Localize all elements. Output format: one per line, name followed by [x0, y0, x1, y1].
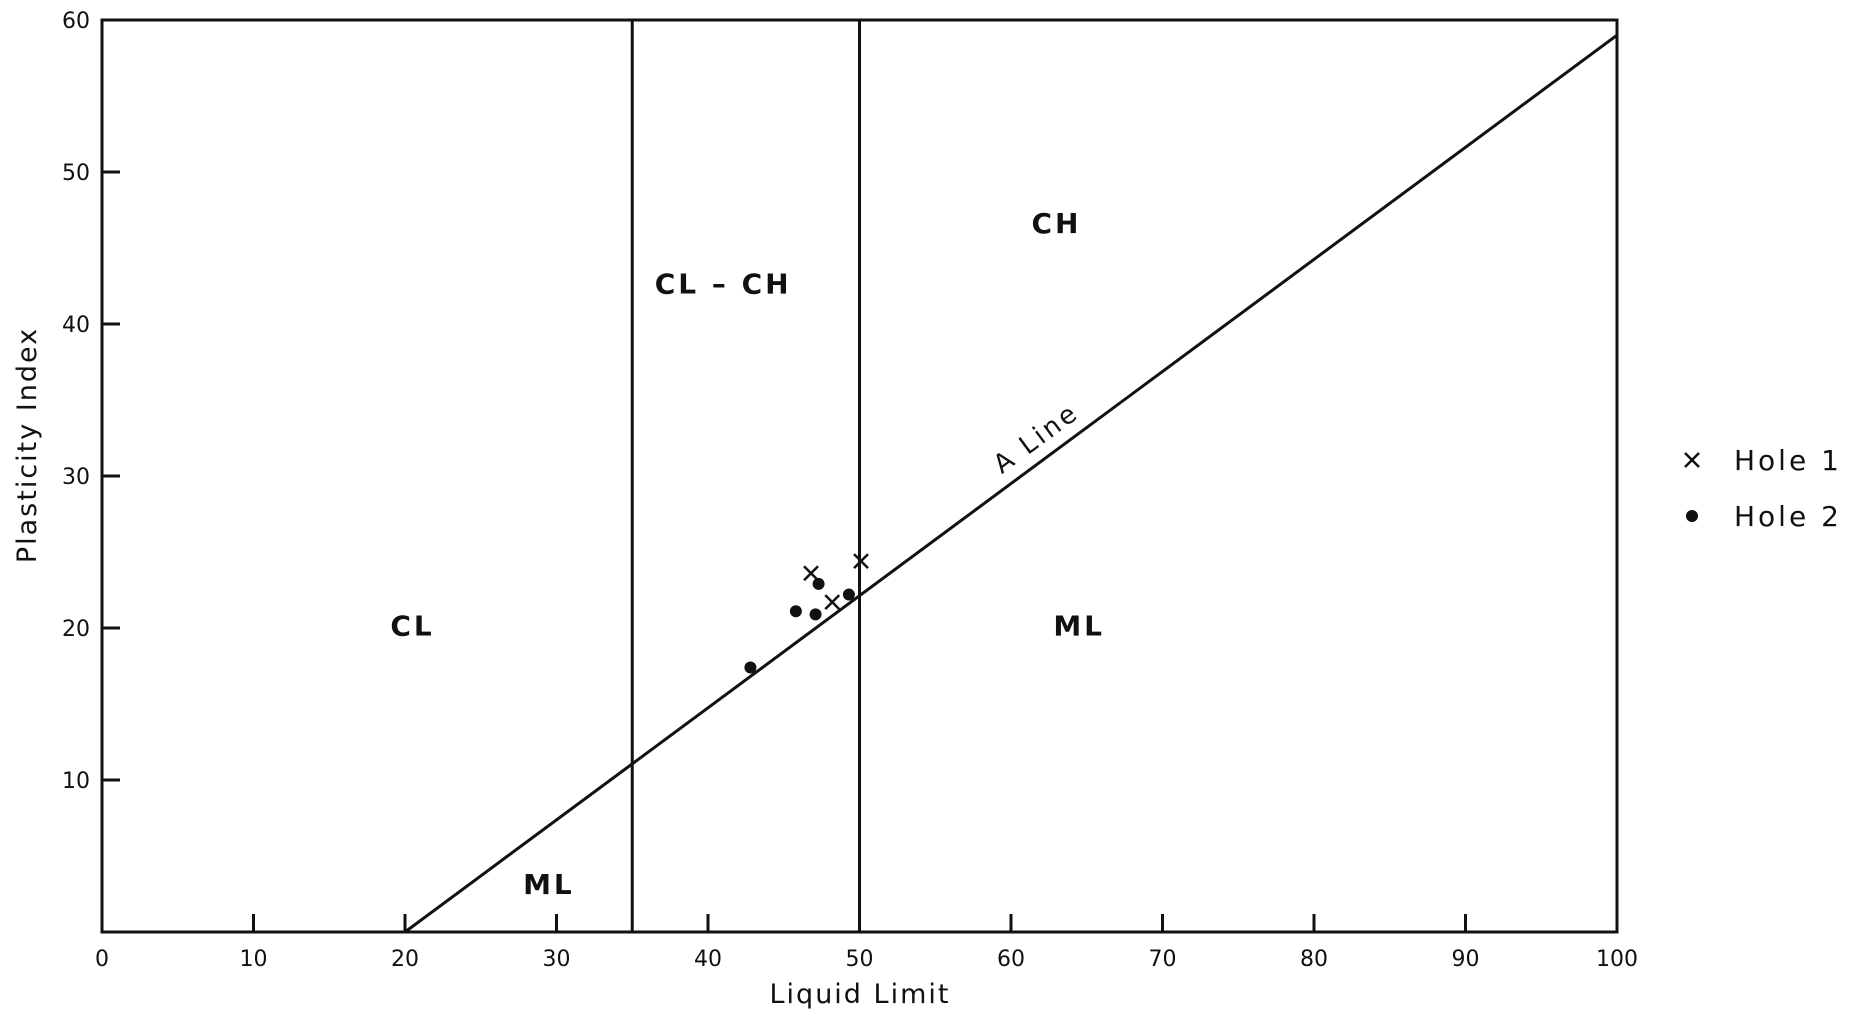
y-tick-label: 20 [62, 617, 90, 642]
hole-2-point [789, 605, 802, 618]
hole-1-point [803, 565, 819, 582]
x-tick-label: 10 [240, 947, 268, 972]
y-tick-label: 10 [62, 769, 90, 794]
x-tick-label: 0 [95, 947, 109, 972]
y-tick-label: 60 [62, 9, 90, 34]
y-axis-ticks: 10 20 30 40 50 60 [62, 9, 120, 794]
legend-label: Hole 2 [1734, 500, 1842, 533]
x-tick-label: 40 [694, 947, 722, 972]
legend: Hole 1 Hole 2 [1684, 444, 1842, 533]
hole-2-point [744, 661, 757, 674]
hole-1-point [824, 594, 841, 611]
zone-label: CH [1031, 207, 1081, 240]
y-tick-label: 30 [62, 465, 90, 490]
hole-2-point [812, 577, 825, 590]
hole-2-point [809, 608, 822, 621]
x-tick-label: 20 [391, 947, 419, 972]
x-tick-label: 30 [543, 947, 571, 972]
a-line [404, 33, 1618, 934]
zone-label: ML [1053, 610, 1105, 643]
hole-1-point [853, 553, 869, 570]
x-axis-title: Liquid Limit [770, 979, 951, 1010]
zone-label: CL – CH [655, 268, 792, 301]
legend-hole-1-marker [1684, 452, 1700, 468]
zone-labels: CL CL – CH CH ML ML [390, 207, 1105, 901]
x-tick-label: 70 [1149, 947, 1177, 972]
x-tick-label: 80 [1300, 947, 1328, 972]
data-points [744, 553, 869, 674]
y-tick-label: 40 [62, 313, 90, 338]
x-tick-label: 100 [1596, 947, 1638, 972]
y-axis-title: Plasticity Index [12, 327, 43, 563]
legend-label: Hole 1 [1734, 444, 1842, 477]
y-tick-label: 50 [62, 161, 90, 186]
hole-2-point [842, 588, 855, 601]
x-tick-label: 50 [846, 947, 874, 972]
reference-lines: A Line [404, 20, 1618, 934]
x-tick-label: 90 [1452, 947, 1480, 972]
legend-hole-2-marker [1686, 510, 1698, 522]
zone-label: CL [390, 610, 434, 643]
x-axis-ticks: 0 10 20 30 40 50 60 70 80 90 100 [95, 914, 1638, 972]
zone-label: ML [523, 868, 575, 901]
x-tick-label: 60 [997, 947, 1025, 972]
